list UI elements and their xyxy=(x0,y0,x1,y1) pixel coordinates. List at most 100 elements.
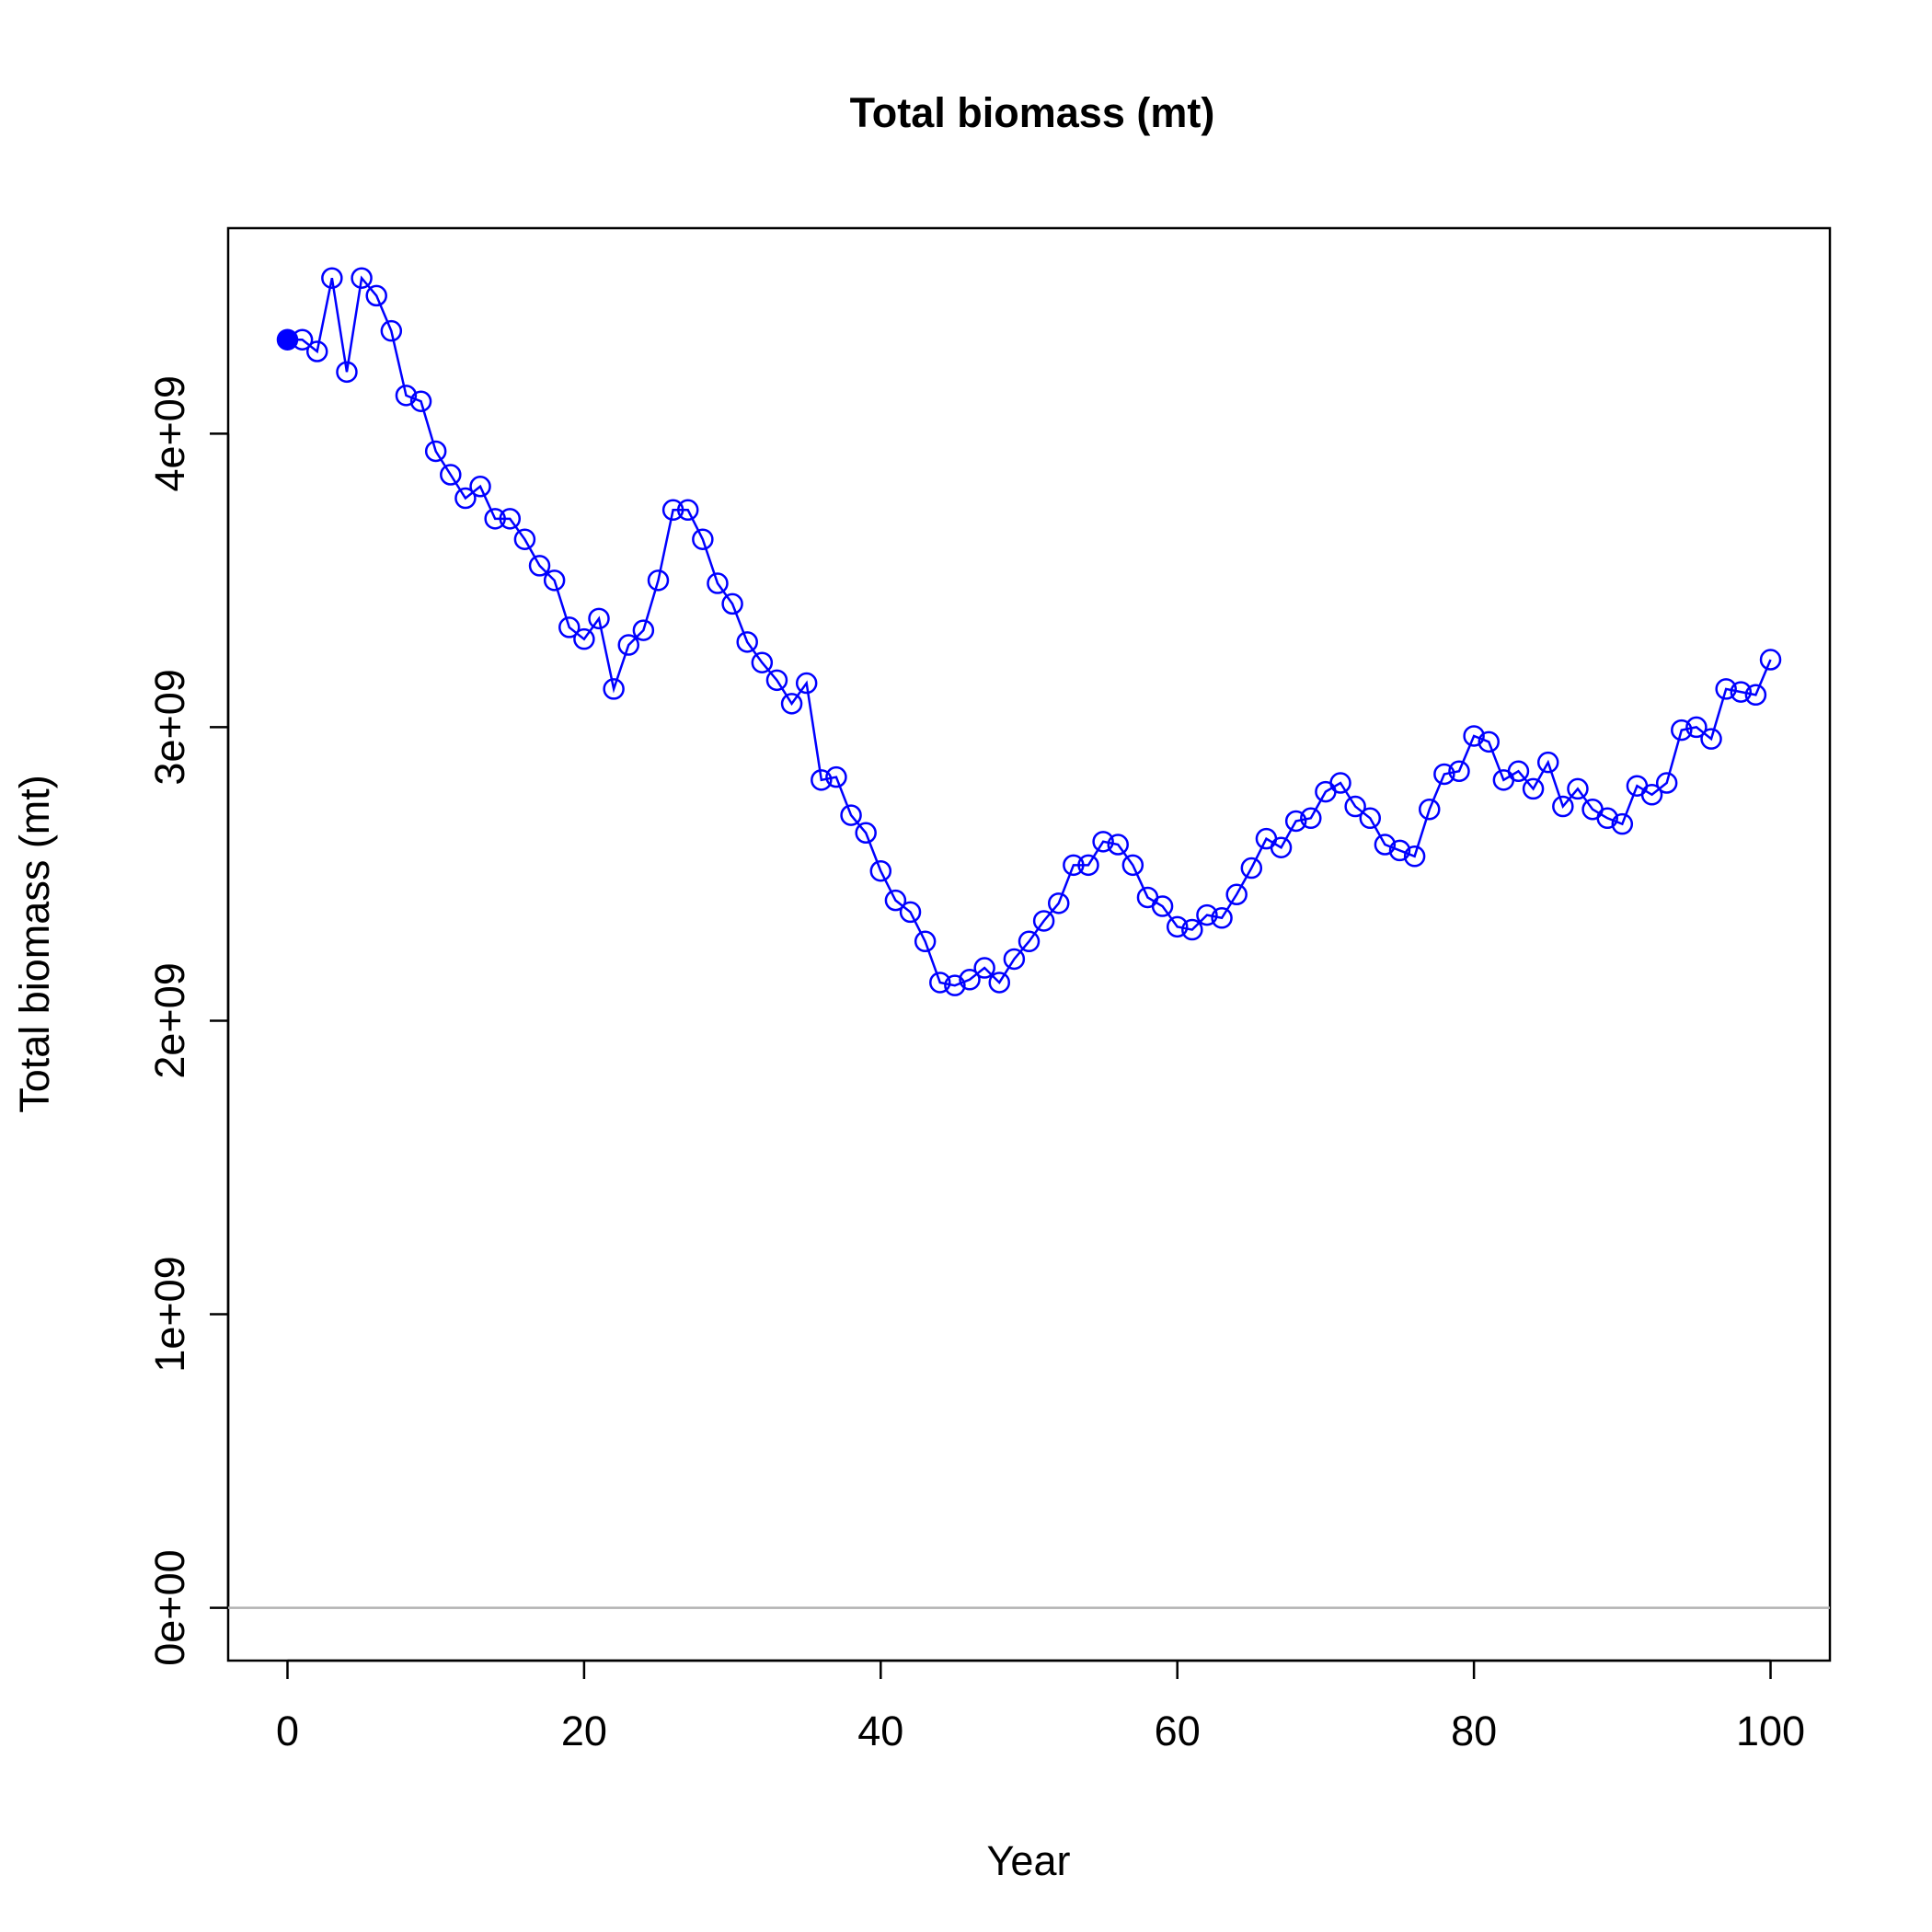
data-point xyxy=(914,930,937,953)
data-point xyxy=(795,672,818,695)
data-point xyxy=(855,822,877,845)
data-point xyxy=(944,974,966,996)
data-point xyxy=(380,319,403,342)
y-tick-label: 4e+09 xyxy=(146,375,193,491)
data-point xyxy=(573,627,595,650)
data-point xyxy=(988,972,1011,994)
data-point xyxy=(840,804,862,826)
data-point xyxy=(869,859,892,882)
data-point xyxy=(1063,854,1085,877)
data-point xyxy=(365,284,387,307)
data-point xyxy=(1448,760,1470,783)
data-point xyxy=(1300,807,1322,830)
data-point xyxy=(499,508,522,530)
data-point xyxy=(1700,728,1722,750)
data-point xyxy=(959,969,981,991)
x-tick-label: 80 xyxy=(1451,1708,1497,1754)
data-point xyxy=(617,634,639,656)
chart-title: Total biomass (mt) xyxy=(850,89,1215,136)
data-point xyxy=(395,385,418,407)
data-point xyxy=(1403,845,1426,868)
data-point xyxy=(676,499,699,522)
data-point xyxy=(1092,831,1114,853)
y-tick-label: 3e+09 xyxy=(146,669,193,785)
y-tick-label: 2e+09 xyxy=(146,962,193,1078)
data-point xyxy=(469,476,491,498)
data-point xyxy=(528,555,551,577)
data-point xyxy=(929,972,951,994)
data-point xyxy=(440,464,462,486)
data-point xyxy=(1685,716,1708,739)
data-point xyxy=(1671,719,1693,742)
data-point xyxy=(1211,907,1233,929)
data-point xyxy=(513,528,536,550)
data-point xyxy=(1225,883,1248,906)
data-point xyxy=(1284,810,1307,833)
data-point xyxy=(1552,795,1574,818)
data-point xyxy=(1478,730,1500,753)
data-point xyxy=(305,340,328,362)
x-tick-label: 40 xyxy=(857,1708,903,1754)
data-point xyxy=(1077,854,1099,877)
data-point xyxy=(1166,915,1189,938)
data-point xyxy=(588,607,610,630)
x-tick-label: 60 xyxy=(1155,1708,1201,1754)
data-point xyxy=(1715,678,1737,700)
data-point xyxy=(1522,777,1545,800)
data-point xyxy=(765,669,788,692)
biomass-series xyxy=(276,267,1782,996)
data-point xyxy=(409,390,432,412)
data-point xyxy=(603,678,625,700)
data-point xyxy=(1018,930,1041,953)
data-point xyxy=(721,592,743,615)
data-point xyxy=(454,487,477,510)
y-axis: 0e+00 1e+09 2e+09 3e+09 4e+09 xyxy=(146,375,230,1666)
data-point xyxy=(484,508,506,530)
y-tick-label: 1e+09 xyxy=(146,1256,193,1372)
data-point xyxy=(1388,839,1411,862)
data-point xyxy=(899,901,922,924)
data-point xyxy=(1463,725,1485,747)
data-point xyxy=(1655,772,1678,794)
data-point xyxy=(291,328,314,351)
data-point-initial xyxy=(276,328,299,351)
plot-frame xyxy=(226,226,1832,1662)
data-point xyxy=(1433,763,1455,786)
data-point xyxy=(1536,751,1559,774)
data-point xyxy=(1374,834,1397,856)
y-tick-label: 0e+00 xyxy=(146,1549,193,1665)
data-point xyxy=(543,569,566,592)
x-tick-label: 20 xyxy=(561,1708,607,1754)
data-point xyxy=(1596,807,1618,830)
data-point xyxy=(1567,777,1589,800)
x-axis-label: Year xyxy=(987,1837,1071,1884)
data-point xyxy=(1730,681,1753,703)
data-point xyxy=(1047,892,1070,914)
data-point xyxy=(661,499,684,522)
data-point xyxy=(1121,854,1144,877)
data-point xyxy=(321,267,343,289)
data-point xyxy=(825,765,847,788)
data-point xyxy=(736,631,758,653)
data-point xyxy=(1744,684,1767,707)
data-point xyxy=(1196,903,1218,926)
data-point xyxy=(1107,834,1129,856)
data-point xyxy=(1270,836,1293,858)
data-point xyxy=(1240,857,1263,880)
data-point xyxy=(1181,918,1203,941)
data-point xyxy=(1151,895,1174,917)
data-point xyxy=(632,619,655,641)
data-point xyxy=(884,889,907,912)
y-axis-label: Total biomass (mt) xyxy=(11,775,58,1113)
data-point xyxy=(1759,649,1782,671)
data-point xyxy=(780,693,803,715)
data-point xyxy=(1640,784,1663,806)
data-point xyxy=(1507,760,1530,783)
data-point xyxy=(1032,910,1055,932)
data-point xyxy=(1344,795,1366,818)
x-axis: 0 20 40 60 80 100 xyxy=(276,1659,1805,1754)
x-tick-label: 0 xyxy=(276,1708,299,1754)
x-tick-label: 100 xyxy=(1736,1708,1805,1754)
data-point xyxy=(558,616,581,638)
